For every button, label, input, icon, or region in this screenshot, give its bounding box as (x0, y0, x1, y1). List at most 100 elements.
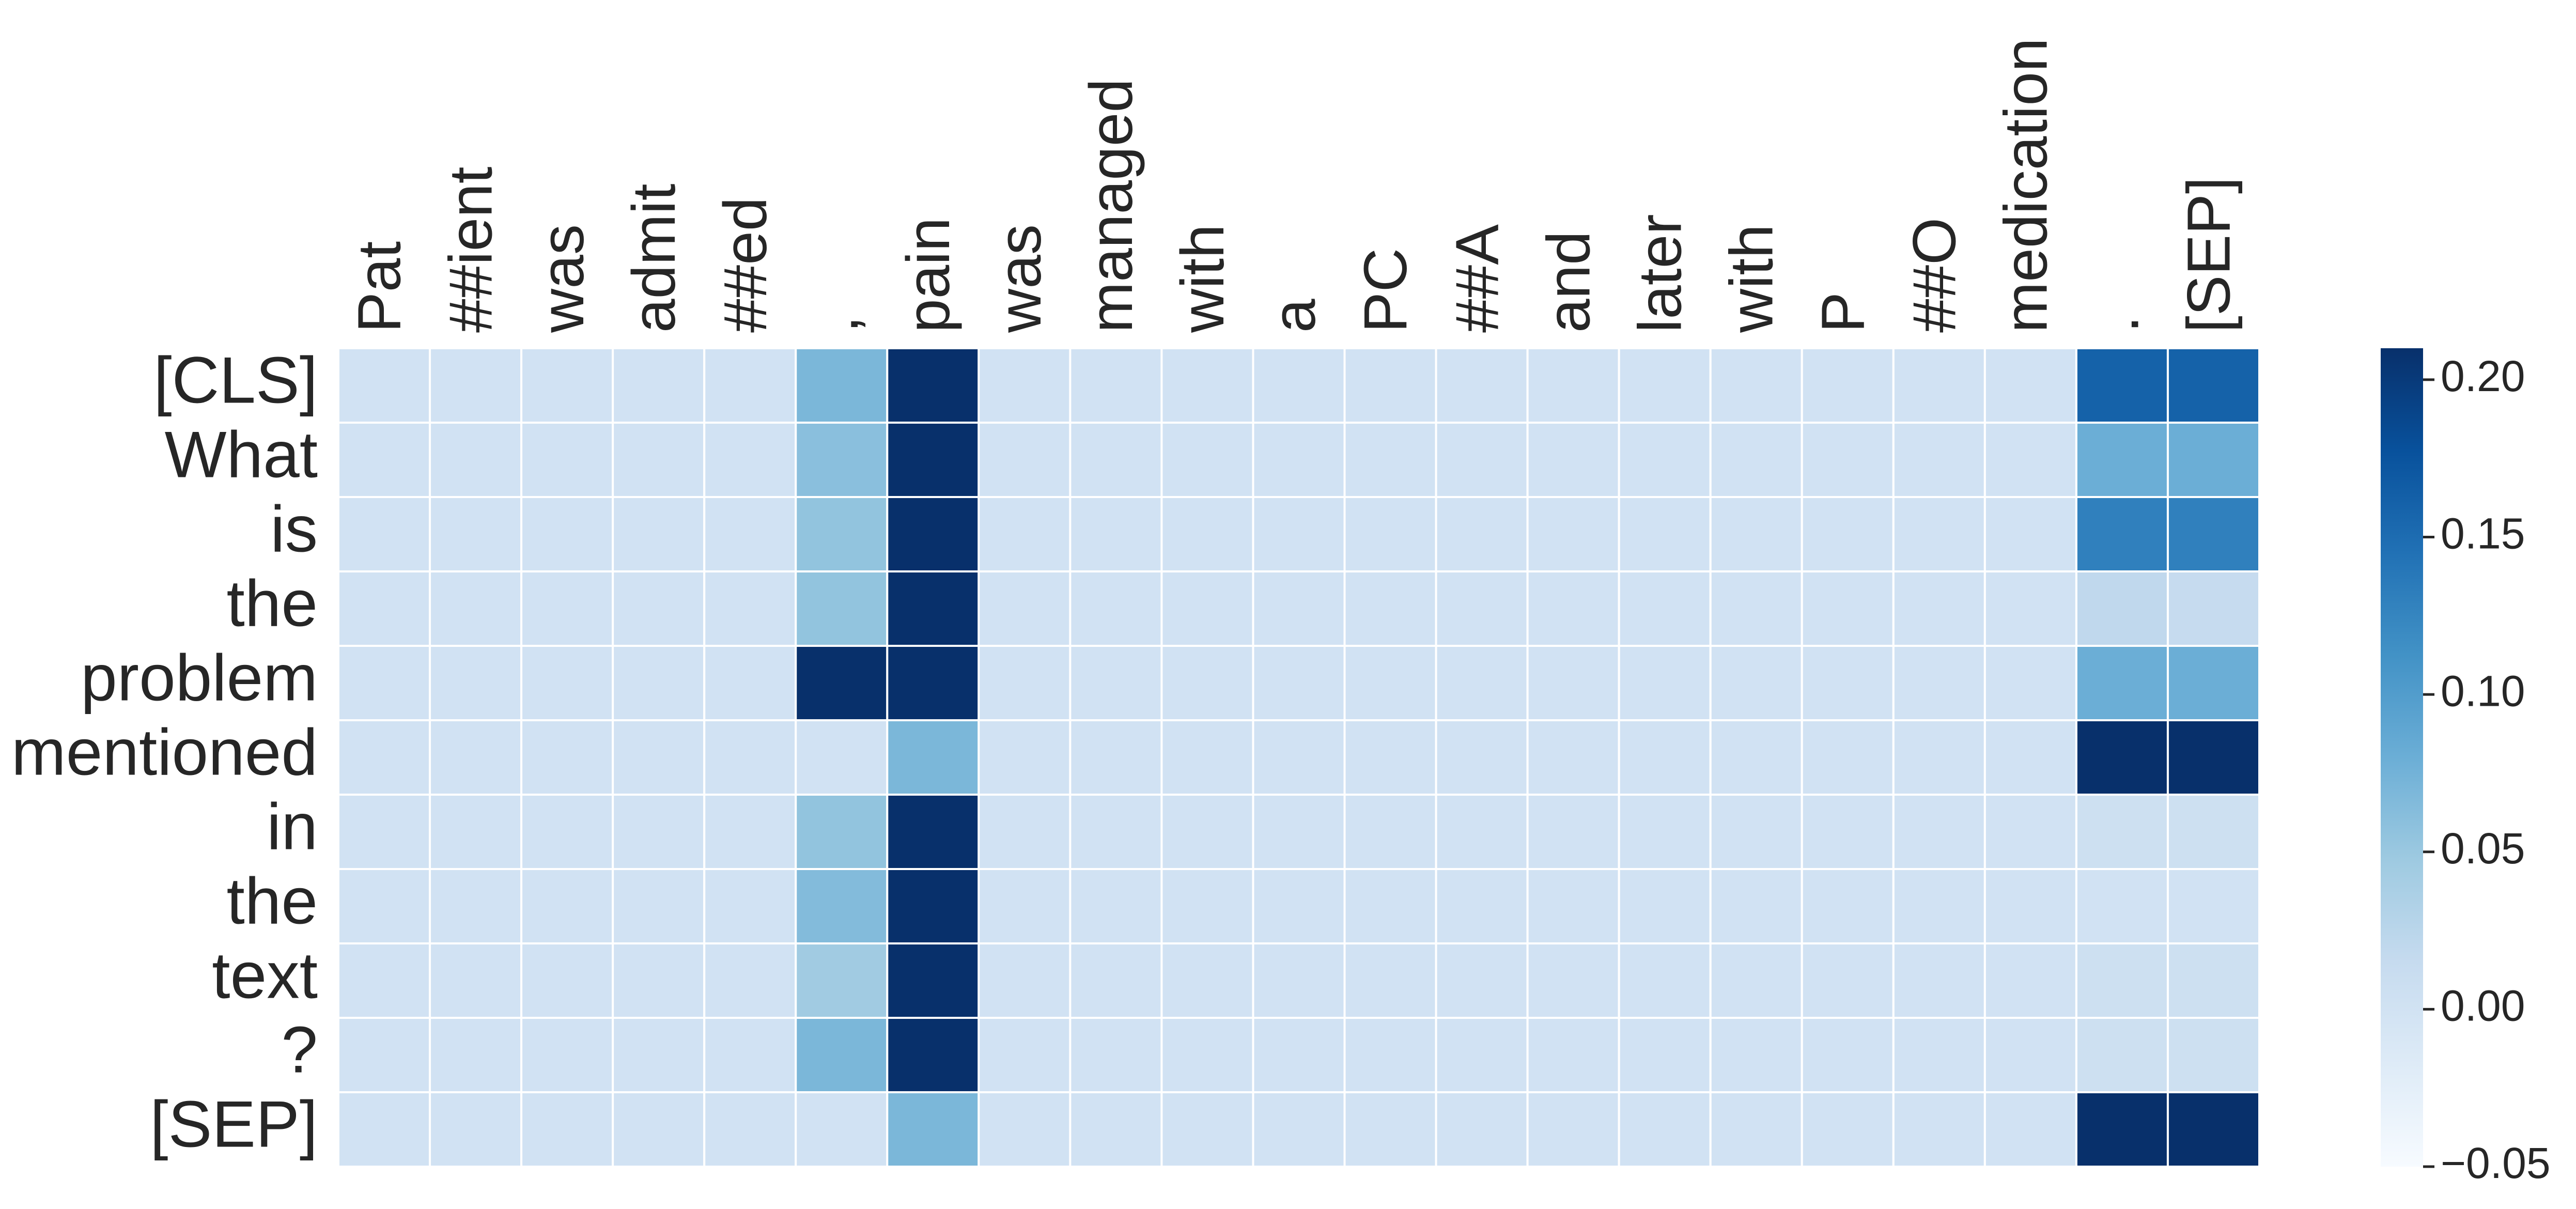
heatmap-cell (977, 1017, 1072, 1093)
heatmap-cell (1435, 868, 1529, 944)
heatmap-cell (2166, 942, 2260, 1019)
heatmap-cell (1343, 496, 1437, 572)
heatmap-cell (337, 347, 431, 424)
heatmap-cell (2075, 794, 2169, 870)
heatmap-cell (1801, 719, 1895, 796)
heatmap-cell (886, 1091, 980, 1168)
heatmap-cell (429, 1091, 523, 1168)
y-tick-label: What (165, 418, 318, 491)
x-tick-label: managed (1077, 79, 1145, 333)
heatmap-cell (2075, 570, 2169, 647)
x-tick-label: ##ient (437, 166, 505, 333)
heatmap-cell (977, 422, 1072, 498)
colorbar-tick-label: 0.00 (2441, 982, 2525, 1030)
heatmap-cell (886, 570, 980, 647)
heatmap-cell (1983, 719, 2077, 796)
heatmap-cell (1526, 942, 1620, 1019)
heatmap-cell (1435, 496, 1529, 572)
heatmap-cell (1435, 794, 1529, 870)
heatmap-cell (1618, 570, 1712, 647)
heatmap-cell (1618, 719, 1712, 796)
heatmap-cell (2075, 496, 2169, 572)
heatmap-cell (612, 942, 706, 1019)
x-tick-label: . (2084, 316, 2152, 333)
x-tick-label: , (803, 316, 871, 333)
x-tick-label: PC (1352, 248, 1420, 333)
heatmap-cell (795, 645, 889, 721)
heatmap-cell (337, 868, 431, 944)
heatmap-cell (1160, 794, 1254, 870)
heatmap-cell (520, 794, 614, 870)
y-tick-label: [SEP] (150, 1088, 318, 1161)
x-tick-label: with (1717, 224, 1786, 333)
heatmap-cell (886, 645, 980, 721)
heatmap-cell (1983, 942, 2077, 1019)
heatmap-cell (2075, 942, 2169, 1019)
heatmap-cell (703, 422, 797, 498)
x-tick-label: pain (894, 218, 963, 333)
heatmap-cell (337, 1017, 431, 1093)
heatmap-cell (1343, 719, 1437, 796)
heatmap-cell (612, 719, 706, 796)
heatmap-cell (1709, 794, 1803, 870)
y-tick-label: is (270, 492, 318, 566)
heatmap-cell (1983, 1017, 2077, 1093)
heatmap-cell (703, 1017, 797, 1093)
heatmap-cell (429, 794, 523, 870)
heatmap-cell (795, 942, 889, 1019)
heatmap-cell (2075, 422, 2169, 498)
heatmap-cell (795, 1017, 889, 1093)
heatmap-cell (520, 719, 614, 796)
heatmap-cell (1343, 347, 1437, 424)
x-tick-label: with (1169, 224, 1237, 333)
heatmap-cell (1709, 868, 1803, 944)
y-tick-label: mentioned (11, 716, 318, 789)
heatmap-cell (795, 868, 889, 944)
heatmap-cell (1343, 868, 1437, 944)
heatmap-cell (977, 496, 1072, 572)
heatmap-cell (1252, 1091, 1346, 1168)
heatmap-cell (1892, 496, 1986, 572)
x-tick-label: Pat (346, 241, 414, 333)
heatmap-cell (1892, 570, 1986, 647)
heatmap-cell (2166, 570, 2260, 647)
heatmap-cell (1526, 794, 1620, 870)
heatmap-cell (337, 794, 431, 870)
x-tick-label: and (1534, 231, 1603, 333)
heatmap-cell (429, 942, 523, 1019)
heatmap-cell (612, 1091, 706, 1168)
x-tick-label: medication (1992, 38, 2060, 333)
x-tick-label: ##O (1901, 218, 1969, 333)
heatmap-cell (2166, 422, 2260, 498)
heatmap-cell (1069, 347, 1163, 424)
heatmap-cell (520, 570, 614, 647)
heatmap-cell (1343, 1017, 1437, 1093)
heatmap-cell (612, 496, 706, 572)
heatmap-cell (1892, 719, 1986, 796)
heatmap-cell (1892, 422, 1986, 498)
heatmap-cell (1983, 422, 2077, 498)
heatmap-cell (1618, 422, 1712, 498)
heatmap-cell (1343, 645, 1437, 721)
heatmap-cell (1435, 1091, 1529, 1168)
heatmap-cell (2166, 645, 2260, 721)
y-tick-label: ? (281, 1013, 318, 1087)
heatmap-cell (886, 1017, 980, 1093)
heatmap-cell (1618, 794, 1712, 870)
heatmap-cell (1801, 422, 1895, 498)
heatmap-cell (1709, 645, 1803, 721)
heatmap-cell (703, 1091, 797, 1168)
heatmap-cell (1892, 942, 1986, 1019)
colorbar-tick-label: 0.10 (2441, 667, 2525, 715)
heatmap-cell (795, 794, 889, 870)
heatmap-cell (2166, 794, 2260, 870)
heatmap-cell (1526, 719, 1620, 796)
heatmap-cell (1160, 496, 1254, 572)
heatmap-cell (1252, 942, 1346, 1019)
heatmap-cell (1709, 1017, 1803, 1093)
heatmap-cell (1435, 570, 1529, 647)
x-tick-label: ##A (1443, 224, 1511, 333)
heatmap-cell (703, 719, 797, 796)
y-tick-label: text (212, 939, 318, 1012)
heatmap-cell (977, 645, 1072, 721)
